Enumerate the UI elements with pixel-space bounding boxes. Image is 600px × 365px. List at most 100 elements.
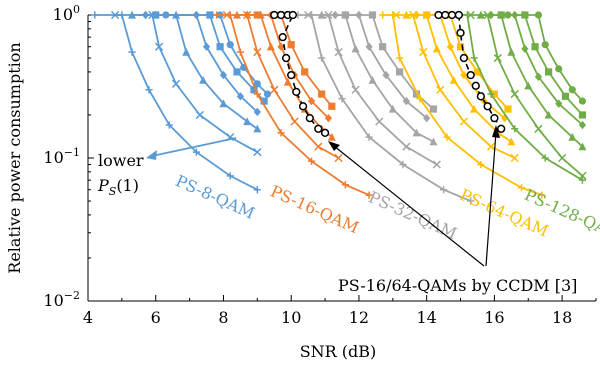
ccdm-point bbox=[434, 10, 443, 20]
ps-symbol: P bbox=[97, 176, 109, 195]
data-point-plus bbox=[277, 129, 285, 137]
data-point-square bbox=[233, 68, 241, 76]
data-point-square bbox=[395, 68, 404, 76]
data-point-cross bbox=[270, 85, 279, 94]
data-point-triangle bbox=[327, 132, 336, 141]
x-tick-label: 18 bbox=[552, 308, 572, 327]
series-layer bbox=[91, 10, 587, 205]
data-point-square bbox=[504, 105, 512, 113]
data-point-square bbox=[578, 111, 587, 119]
data-point-square bbox=[260, 97, 268, 105]
data-point-triangle bbox=[507, 137, 516, 146]
data-point-plus bbox=[477, 160, 485, 169]
data-point-cross bbox=[510, 89, 519, 99]
data-point-cross bbox=[466, 10, 475, 20]
data-point-triangle bbox=[233, 10, 242, 19]
data-point-triangle bbox=[253, 124, 262, 133]
data-point-triangle bbox=[317, 10, 326, 19]
lower-ps-arrow-line bbox=[151, 137, 237, 157]
data-point-plus bbox=[236, 48, 244, 56]
ps-one-label: PS(1) bbox=[97, 176, 139, 198]
data-point-diamond bbox=[446, 42, 454, 51]
data-point-triangle bbox=[266, 42, 275, 51]
ccdm-point bbox=[466, 70, 475, 80]
lower-ps-arrowhead bbox=[146, 150, 157, 160]
data-point-triangle bbox=[432, 44, 441, 53]
data-point-plus bbox=[517, 184, 526, 192]
data-point-cross bbox=[493, 53, 502, 63]
y-tick-exponent: −2 bbox=[64, 289, 80, 302]
data-point-cross bbox=[334, 47, 343, 57]
series-group-ps-16-qam bbox=[213, 10, 373, 199]
data-point-diamond bbox=[331, 10, 339, 20]
ccdm-point bbox=[270, 10, 279, 20]
data-point-plus bbox=[192, 148, 200, 156]
label-layer: PS-8-QAM PS-16-QAM PS-32-QAMPS-64-QAMPS-12… bbox=[173, 171, 600, 245]
data-point-square bbox=[328, 102, 336, 110]
data-point-diamond bbox=[219, 70, 228, 80]
data-point-plus bbox=[541, 154, 549, 162]
data-point-plus bbox=[538, 191, 546, 199]
series-line bbox=[335, 14, 428, 119]
data-point-cross bbox=[459, 117, 469, 126]
data-point-circle bbox=[253, 80, 261, 88]
ccdm-point bbox=[459, 53, 469, 63]
data-point-square bbox=[473, 68, 482, 76]
data-point-cross bbox=[222, 10, 231, 20]
series-line bbox=[94, 14, 258, 191]
ccdm-point bbox=[292, 87, 301, 97]
data-point-cross bbox=[253, 147, 262, 157]
ccdm-point bbox=[276, 10, 286, 20]
data-point-diamond bbox=[243, 10, 251, 20]
data-point-triangle bbox=[128, 10, 137, 19]
data-point-square bbox=[368, 11, 377, 19]
data-point-triangle bbox=[199, 75, 208, 84]
data-point-triangle bbox=[429, 137, 438, 146]
ccdm-point bbox=[441, 10, 450, 20]
data-point-cross bbox=[195, 110, 204, 120]
data-point-diamond bbox=[521, 44, 529, 54]
data-point-plus bbox=[91, 11, 99, 19]
data-point-plus bbox=[379, 11, 387, 19]
data-point-triangle bbox=[568, 132, 577, 141]
data-point-plus bbox=[226, 172, 234, 180]
data-point-cross bbox=[154, 42, 164, 51]
data-point-plus bbox=[416, 95, 424, 103]
y-tick-base: 10 bbox=[53, 5, 73, 24]
ccdm-point bbox=[281, 53, 291, 63]
data-point-square bbox=[429, 105, 438, 113]
data-point-plus bbox=[470, 54, 478, 62]
data-point-square bbox=[544, 68, 553, 76]
data-point-plus bbox=[253, 90, 261, 98]
data-point-square bbox=[341, 11, 349, 19]
data-point-circle bbox=[162, 11, 170, 19]
ccdm-point bbox=[456, 28, 465, 38]
data-point-diamond bbox=[412, 10, 421, 20]
y-tick-label: 10−1 bbox=[43, 146, 80, 167]
data-point-diamond bbox=[578, 120, 587, 130]
data-point-cross bbox=[171, 79, 181, 88]
x-tick-label: 12 bbox=[349, 308, 369, 327]
ccdm-point bbox=[471, 81, 480, 90]
data-point-plus bbox=[443, 133, 451, 141]
series-group-ps-32-qam bbox=[294, 10, 475, 205]
data-point-diamond bbox=[423, 113, 431, 123]
data-point-plus bbox=[487, 90, 495, 98]
data-point-plus bbox=[395, 54, 404, 62]
data-point-circle bbox=[263, 90, 272, 98]
data-point-circle bbox=[504, 11, 512, 19]
data-point-triangle bbox=[507, 47, 516, 56]
data-point-plus bbox=[467, 197, 475, 205]
ccdm-point bbox=[454, 10, 463, 20]
ccdm-point bbox=[483, 102, 492, 111]
data-point-triangle bbox=[544, 110, 553, 119]
data-point-plus bbox=[365, 191, 373, 199]
data-point-circle bbox=[226, 41, 234, 49]
data-point-plus bbox=[399, 160, 407, 169]
data-point-triangle bbox=[524, 81, 533, 90]
y-axis-title: Relative power consumption bbox=[5, 42, 24, 273]
data-point-triangle bbox=[283, 77, 292, 86]
data-point-plus bbox=[338, 95, 346, 103]
series-group-ps-8-qam bbox=[91, 10, 272, 194]
